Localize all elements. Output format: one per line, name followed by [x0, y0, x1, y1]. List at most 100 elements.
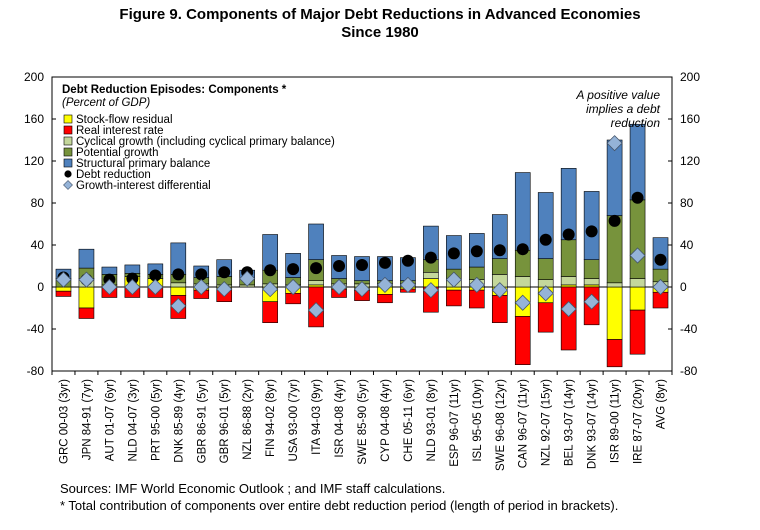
category-label: CYP 04-08 (4yr): [380, 379, 392, 462]
bar-potential: [583, 259, 600, 279]
category-label: GBR 96-01 (5yr): [219, 379, 231, 464]
marker-debt_reduction: [333, 260, 346, 272]
y-tick-label-left: 200: [24, 70, 44, 84]
marker-debt_reduction: [172, 268, 185, 281]
category-label: BEL 93-07 (14yr): [564, 379, 576, 466]
legend-label: Growth-interest differential: [76, 180, 211, 192]
legend-swatch-debt_reduction: [64, 170, 72, 178]
marker-growth_interest: [514, 294, 531, 311]
axes: -80 -80 -40 -40 0 0 40 40 80 80 120 120 160 160 200 200: [24, 70, 700, 378]
marker-debt_reduction: [149, 269, 162, 282]
marker-growth_interest: [193, 278, 210, 296]
marker-growth_interest: [147, 278, 164, 296]
legend-label: Potential growth: [76, 147, 158, 159]
y-tick-label-right: 160: [680, 112, 700, 126]
category-label: GBR 86-91 (5yr): [196, 379, 208, 464]
bar-structural: [629, 123, 646, 201]
category-label: ESP 96-07 (11yr): [449, 379, 461, 467]
marker-growth_interest: [491, 282, 508, 299]
bar-structural: [101, 266, 118, 275]
bar-real_interest: [514, 316, 531, 365]
category-label: JPN 84-91 (7yr): [81, 379, 93, 460]
marker-growth_interest: [55, 271, 72, 288]
marker-growth_interest: [170, 297, 187, 314]
category-label: NLD 93-01 (8yr): [426, 379, 438, 462]
category-label: DNK 93-07 (14yr): [587, 379, 599, 469]
marker-growth_interest: [583, 293, 600, 310]
legend-label: Cyclical growth (including cyclical prim…: [76, 136, 335, 148]
bar-cyclical: [308, 280, 324, 286]
markers: [55, 135, 669, 319]
footnote: * Total contribution of components over …: [60, 498, 619, 513]
bar-real_interest: [606, 339, 623, 368]
bar-structural: [514, 172, 531, 251]
y-tick-label-left: 40: [31, 238, 45, 252]
legend-swatch-cyclical: [63, 136, 73, 146]
legend-label: Stock-flow residual: [76, 114, 173, 126]
y-tick-label-right: 200: [680, 70, 700, 84]
marker-debt_reduction: [378, 256, 391, 269]
bar-potential: [537, 258, 554, 280]
chart-title: Debt Reduction Episodes: Components *: [62, 84, 287, 96]
y-tick-label-left: -40: [27, 322, 45, 336]
sources-note: Sources: IMF World Economic Outlook ; an…: [60, 481, 446, 496]
marker-debt_reduction: [126, 272, 139, 285]
marker-growth_interest: [330, 278, 348, 296]
marker-debt_reduction: [516, 243, 529, 256]
bar-cyclical: [606, 282, 623, 288]
marker-debt_reduction: [608, 214, 621, 227]
legend-label: Debt reduction: [76, 169, 151, 181]
marker-debt_reduction: [539, 233, 552, 246]
marker-debt_reduction: [470, 245, 483, 258]
y-tick-label-right: 40: [680, 238, 694, 252]
annotation-line: A positive value: [575, 88, 660, 102]
category-label: DNK 85-89 (4yr): [173, 379, 185, 463]
marker-debt_reduction: [218, 266, 231, 279]
category-label: SWE 85-90 (5yr): [357, 379, 369, 465]
marker-debt_reduction: [264, 264, 277, 277]
category-label: NZL 92-07 (15yr): [541, 379, 553, 466]
bar-stock_flow: [78, 286, 95, 309]
marker-growth_interest: [376, 276, 394, 293]
bar-cyclical: [423, 271, 439, 279]
marker-growth_interest: [239, 270, 256, 287]
bar-real_interest: [55, 290, 72, 297]
bar-stock_flow: [308, 284, 324, 288]
marker-growth_interest: [468, 276, 485, 293]
chart-subtitle: (Percent of GDP): [62, 97, 150, 109]
marker-growth_interest: [445, 271, 462, 288]
bar-potential: [629, 199, 646, 279]
bar-cyclical: [170, 282, 187, 288]
marker-growth_interest: [285, 278, 302, 296]
marker-growth_interest: [216, 281, 233, 298]
y-tick-label-left: 160: [24, 112, 44, 126]
category-label: FIN 94-02 (8yr): [265, 379, 277, 457]
legend-swatch-real_interest: [63, 125, 73, 135]
bar-stock_flow: [583, 284, 600, 288]
bar-stock_flow: [560, 284, 577, 288]
category-label: SWE 96-08 (12yr): [495, 379, 507, 471]
chart-text: GRC 00-03 (3yr) JPN 84-91 (7yr) AUT 01-07 …: [58, 84, 667, 471]
bar-stock_flow: [629, 286, 646, 311]
category-label: ISR 89-00 (11yr): [610, 379, 622, 463]
bar-real_interest: [78, 307, 95, 319]
figure-title: Figure 9. Components of Major Debt Reduc…: [0, 6, 760, 42]
bar-real_interest: [446, 289, 462, 307]
marker-growth_interest: [308, 302, 325, 319]
bar-real_interest: [629, 309, 646, 355]
category-label: AVG (8yr): [656, 379, 668, 429]
bar-cyclical: [514, 276, 531, 288]
legend-swatch-potential: [63, 147, 73, 157]
y-tick-label-right: 0: [680, 280, 687, 294]
y-tick-label-left: 120: [24, 154, 44, 168]
marker-debt_reduction: [401, 254, 414, 267]
category-label: CAN 96-07 (11yr): [518, 379, 530, 468]
category-label: ISL 95-05 (10yr): [472, 379, 484, 462]
bar-real_interest: [262, 301, 278, 324]
legend-swatch-growth_interest: [63, 180, 73, 190]
bar-stock_flow: [606, 286, 623, 340]
marker-growth_interest: [101, 278, 118, 296]
marker-debt_reduction: [195, 268, 208, 281]
